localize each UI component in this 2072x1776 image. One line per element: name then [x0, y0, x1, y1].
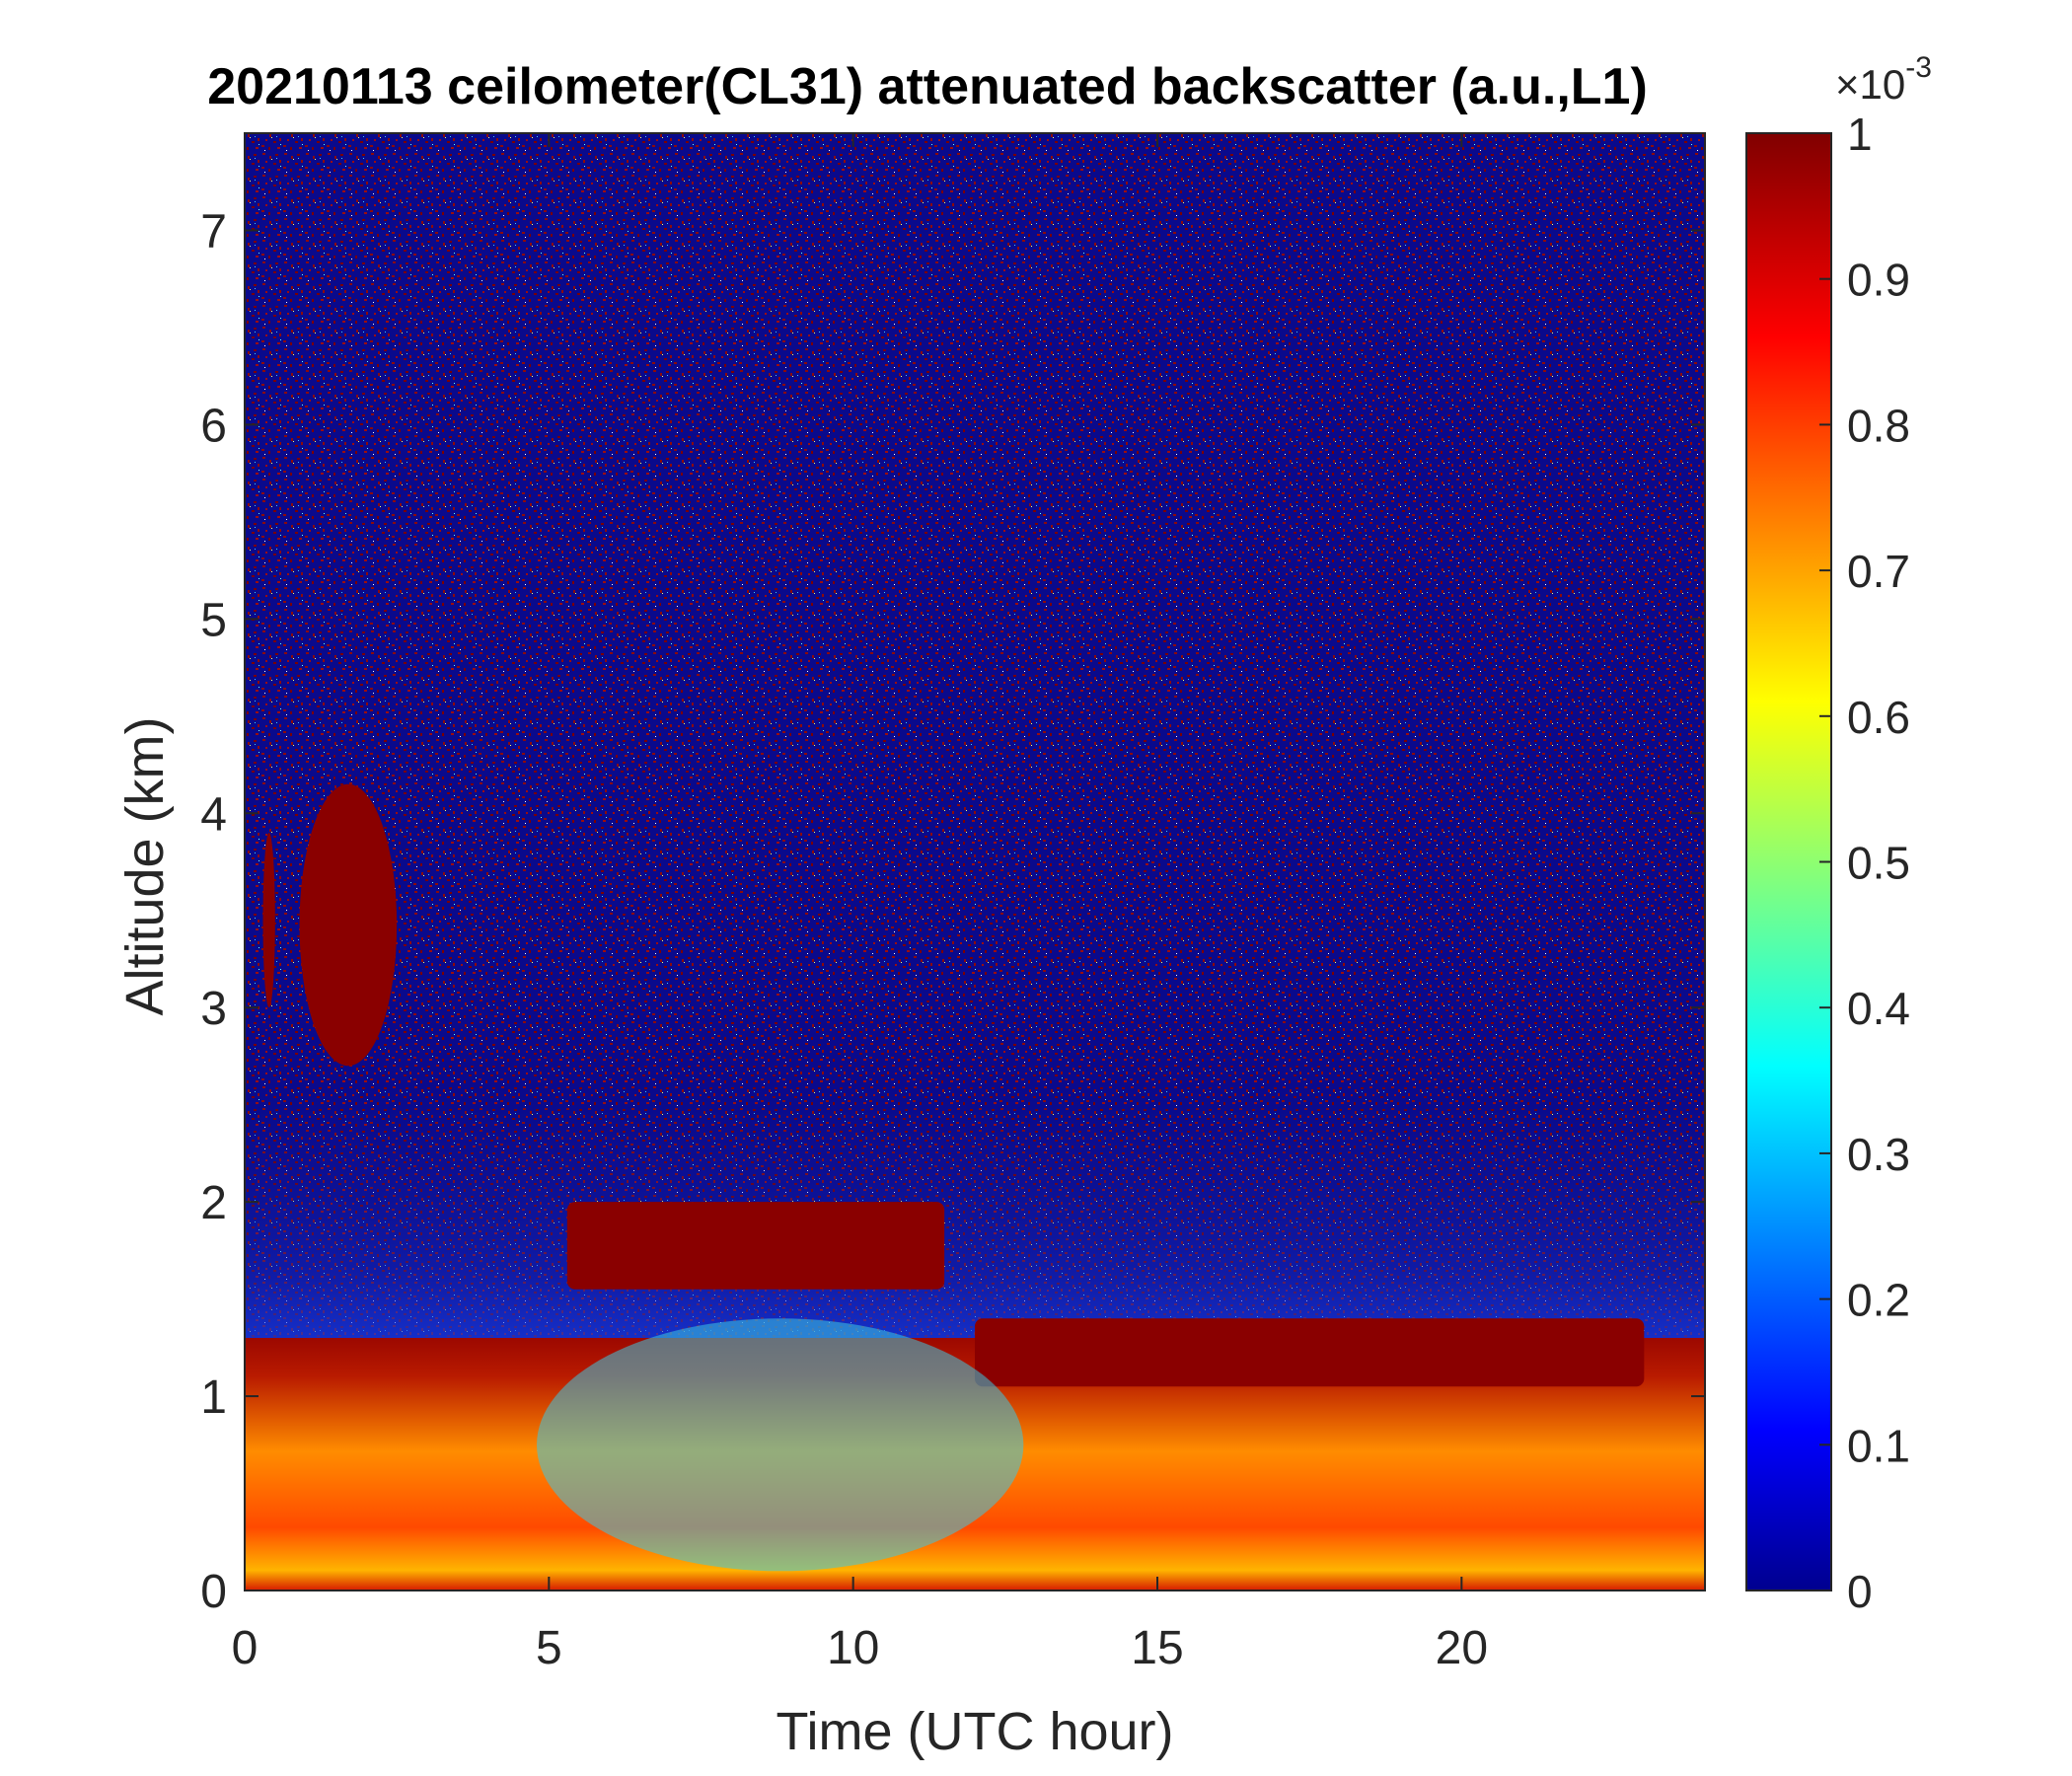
clear-air-pocket: [537, 1318, 1024, 1572]
colorbar-multiplier-exponent: -3: [1905, 51, 1932, 84]
colorbar-tick-label: 0.1: [1847, 1420, 1910, 1471]
y-tick-label: 7: [200, 205, 227, 258]
x-tick-label: 10: [827, 1622, 879, 1674]
x-tick-label: 0: [232, 1622, 259, 1674]
cloud-layer-2: [975, 1318, 1645, 1387]
y-tick-label: 4: [200, 788, 227, 841]
cloud-patch-3: [299, 783, 398, 1067]
colorbar-tick-label: 0: [1847, 1566, 1873, 1617]
axes: 0 5 10 15 20 0 1 2 3 4 5 6 7: [200, 132, 1706, 1674]
y-tick-label: 6: [200, 400, 227, 452]
colorbar: 0 0.1 0.2 0.3 0.4 0.5 0.6 0.7 0.8 0.9 1: [1745, 109, 1910, 1617]
y-tick-label: 5: [200, 594, 227, 646]
colorbar-multiplier: ×10-3: [1835, 51, 1932, 109]
chart-title: 20210113 ceilometer(CL31) attenuated bac…: [207, 58, 1648, 115]
x-tick-label: 20: [1436, 1622, 1488, 1674]
colorbar-tick-label: 0.6: [1847, 692, 1910, 743]
cloud-layer-1: [566, 1202, 945, 1290]
colorbar-tick-label: 0.7: [1847, 546, 1910, 597]
colorbar-tick-label: 0.2: [1847, 1275, 1910, 1326]
x-axis-label: Time (UTC hour): [776, 1702, 1174, 1761]
colorbar-gradient: [1746, 133, 1831, 1591]
colorbar-tick-label: 0.9: [1847, 255, 1910, 306]
y-tick-label: 1: [200, 1371, 227, 1424]
colorbar-tick-label: 0.5: [1847, 838, 1910, 889]
cloud-patch-4: [262, 832, 275, 1008]
y-tick-label: 3: [200, 983, 227, 1035]
colorbar-tick-label: 0.4: [1847, 983, 1910, 1034]
x-tick-label: 15: [1131, 1622, 1183, 1674]
plot-frame: [244, 132, 1706, 1591]
heatmap-plot-area: [245, 133, 1705, 1591]
colorbar-tick-label: 0.8: [1847, 400, 1910, 451]
y-tick-label: 2: [200, 1177, 227, 1229]
x-tick-label: 5: [536, 1622, 562, 1674]
colorbar-tick-label: 0.3: [1847, 1129, 1910, 1180]
colorbar-multiplier-base: ×10: [1835, 61, 1906, 108]
y-tick-label: 0: [200, 1566, 227, 1618]
y-axis-label: Altitude (km): [115, 716, 175, 1016]
colorbar-tick-label: 1: [1847, 109, 1873, 160]
